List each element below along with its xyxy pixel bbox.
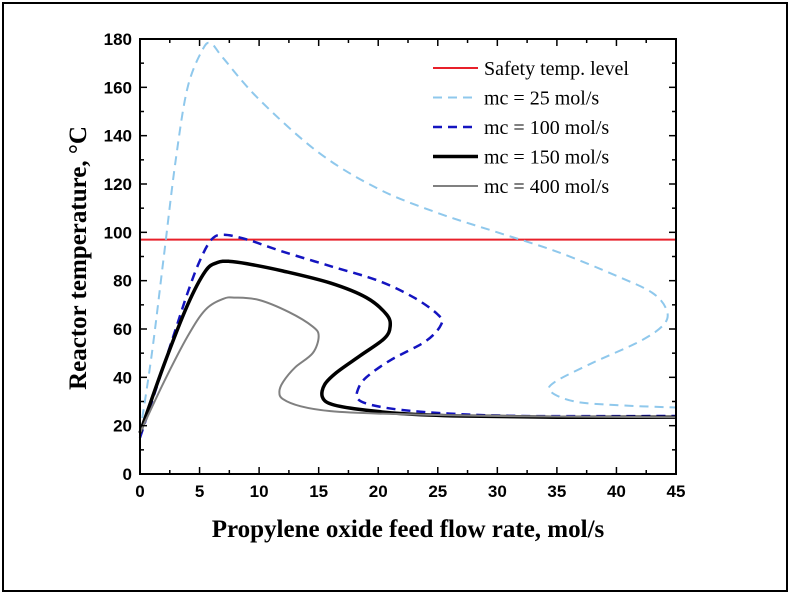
legend-label-4: mc = 400 mol/s (484, 176, 609, 198)
series-line-1 (139, 41, 677, 434)
y-tick-label: 120 (104, 175, 132, 194)
x-tick-label: 5 (195, 482, 204, 501)
x-tick-label: 40 (607, 482, 626, 501)
legend-label-0: Safety temp. level (484, 58, 629, 80)
x-tick-label: 35 (547, 482, 566, 501)
series-line-4 (139, 296, 677, 434)
axis-ticks: 0 5 10 15 20 25 30 35 40 45 0 20 40 60 80 100 120 140 160 1… (104, 30, 686, 501)
x-tick-label: 45 (667, 482, 686, 501)
x-tick-label: 15 (309, 482, 328, 501)
y-tick-label: 160 (104, 78, 132, 97)
series-line-2 (138, 233, 677, 439)
y-tick-label: 80 (113, 272, 132, 291)
legend-label-2: mc = 100 mol/s (484, 117, 609, 139)
y-axis-label: Reactor temperature, °C (65, 126, 92, 390)
y-tick-label: 180 (104, 30, 132, 49)
y-tick-label: 20 (113, 417, 132, 436)
plot-marks (138, 41, 677, 439)
x-tick-label: 30 (488, 482, 507, 501)
x-tick-label: 25 (428, 482, 447, 501)
y-tick-label: 140 (104, 127, 132, 146)
x-tick-label: 0 (135, 482, 144, 501)
x-tick-label: 20 (369, 482, 388, 501)
legend-label-3: mc = 150 mol/s (484, 147, 609, 169)
x-axis-label: Propylene oxide feed flow rate, mol/s (212, 516, 605, 543)
y-tick-label: 100 (104, 223, 132, 242)
legend-label-1: mc = 25 mol/s (484, 88, 599, 110)
legend: Safety temp. level mc = 25 mol/s mc = 100 … (433, 58, 629, 198)
x-tick-label: 10 (250, 482, 269, 501)
y-tick-label: 60 (113, 320, 132, 339)
y-tick-label: 0 (123, 465, 132, 484)
series-line-3 (138, 259, 677, 434)
y-tick-label: 40 (113, 368, 132, 387)
